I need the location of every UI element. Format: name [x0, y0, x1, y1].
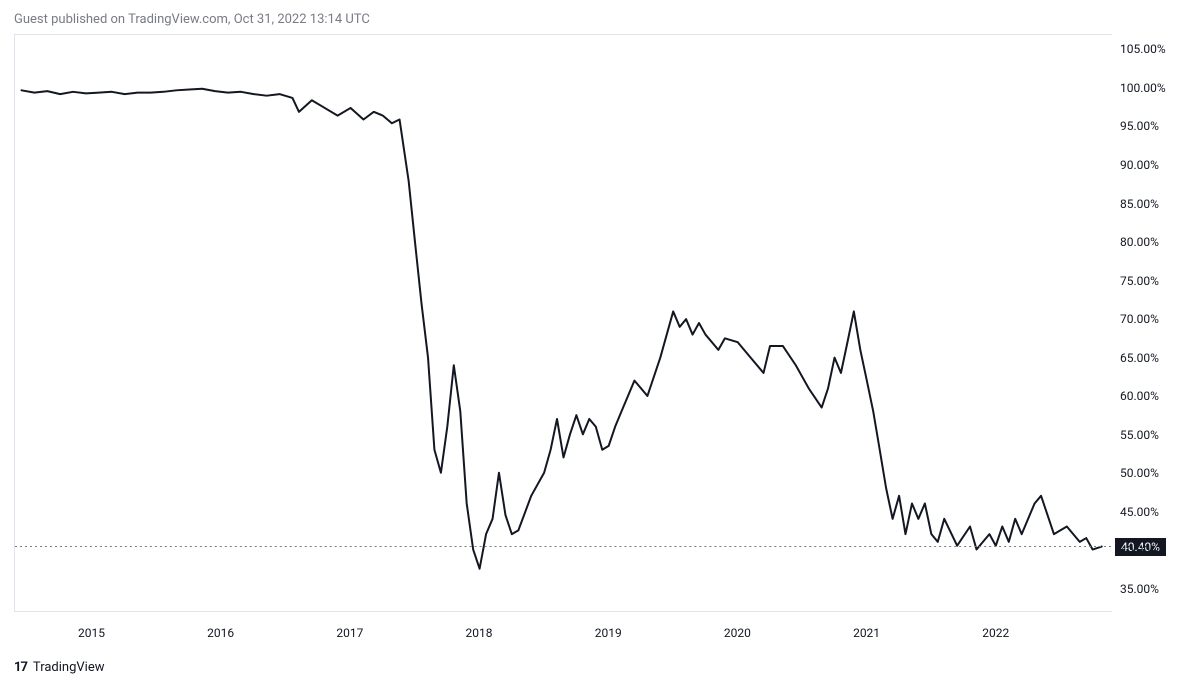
tradingview-logo-icon: 17	[14, 660, 27, 675]
x-axis: 2015 2016 2017 2018 2019 2020 2021 2022	[14, 612, 1112, 642]
x-tick-label: 2020	[724, 626, 751, 640]
y-tick-label: 55.00%	[1120, 428, 1159, 442]
y-tick-label: 95.00%	[1120, 119, 1159, 133]
y-tick-label: 85.00%	[1120, 197, 1159, 211]
y-tick-label: 70.00%	[1120, 312, 1159, 326]
y-tick-label: 40.00%	[1120, 543, 1159, 557]
publish-info: Guest published on TradingView.com, Oct …	[14, 12, 370, 27]
x-tick-label: 2016	[207, 626, 234, 640]
y-tick-label: 45.00%	[1120, 505, 1159, 519]
x-tick-label: 2015	[78, 626, 105, 640]
chart-area[interactable]	[14, 34, 1112, 612]
x-tick-label: 2022	[982, 626, 1009, 640]
x-tick-label: 2018	[466, 626, 493, 640]
y-tick-label: 80.00%	[1120, 235, 1159, 249]
y-tick-label: 105.00%	[1120, 42, 1166, 56]
x-tick-label: 2021	[853, 626, 880, 640]
footer-brand[interactable]: 17 TradingView	[14, 660, 105, 675]
y-tick-label: 50.00%	[1120, 466, 1159, 480]
y-tick-label: 90.00%	[1120, 158, 1159, 172]
y-tick-label: 60.00%	[1120, 389, 1159, 403]
y-tick-label: 100.00%	[1120, 81, 1166, 95]
brand-label: TradingView	[33, 660, 105, 675]
x-tick-label: 2019	[595, 626, 622, 640]
x-tick-label: 2017	[336, 626, 363, 640]
y-tick-label: 65.00%	[1120, 351, 1159, 365]
y-tick-label: 35.00%	[1120, 582, 1159, 596]
y-axis: 40.40% 35.00%40.00%45.00%50.00%55.00%60.…	[1112, 34, 1186, 612]
line-chart-svg	[15, 35, 1112, 611]
y-tick-label: 75.00%	[1120, 274, 1159, 288]
